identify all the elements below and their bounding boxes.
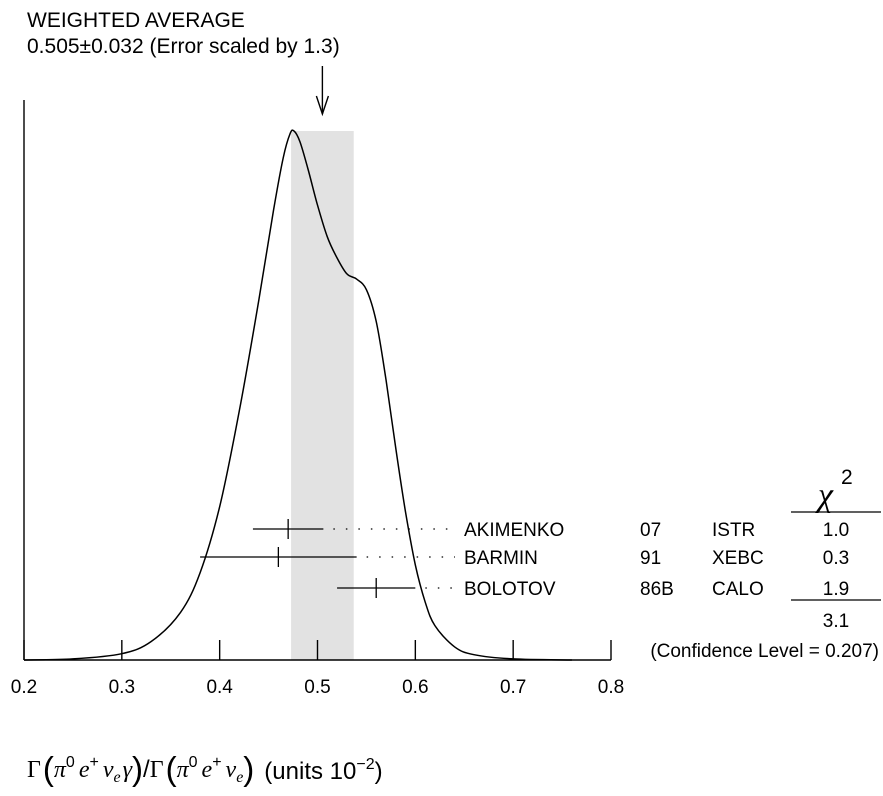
x-tick-label-3: 0.5 [304,677,330,698]
xlabel-units: (units 10 [264,758,356,785]
x-axis-tick-labels: 0.2 0.3 0.4 0.5 0.6 0.7 0.8 [11,677,624,698]
chi2-symbol: χ [815,477,834,514]
xlabel-close-paren-2: ) [243,750,254,787]
xlabel-zero-2: 0 [189,754,198,771]
chart-title: WEIGHTED AVERAGE [27,9,245,32]
xlabel-gamma-2: Γ [150,757,164,783]
xlabel-slash: / [143,756,150,783]
xlabel-plus-2: + [212,754,221,771]
arrow-head [315,95,330,117]
xlabel-nu-2: ν [226,757,237,783]
measurement-technique: ISTR [712,520,755,541]
measurement-chi2: 0.3 [823,548,849,569]
xlabel-nu-sub-1: e [113,769,120,786]
measurement-akimenko: AKIMENKO 07 ISTR 1.0 [252,519,849,541]
measurement-technique: CALO [712,579,764,600]
xlabel-plus-1: + [89,754,98,771]
x-tick-label-4: 0.6 [402,677,428,698]
measurement-chi2: 1.9 [823,579,849,600]
measurement-year: 91 [640,548,661,569]
xlabel-zero-1: 0 [66,754,75,771]
chart-subtitle: 0.505±0.032 (Error scaled by 1.3) [27,35,340,58]
xlabel-close-paren-1: ) [132,750,143,787]
chi2-exponent: 2 [841,466,853,489]
xlabel-nu-1: ν [103,757,114,783]
xlabel-e-2: e [202,757,213,783]
weighted-average-band [291,131,354,660]
confidence-level: (Confidence Level = 0.207) [650,641,879,662]
xlabel-e-1: e [79,757,90,783]
ideogram-curve [23,129,572,661]
xlabel-gamma-photon: γ [123,757,133,783]
chi2-header: χ [815,477,834,514]
measurement-year: 07 [640,520,661,541]
x-axis-ticks [23,640,612,660]
xlabel-open-paren-2: ( [166,750,177,787]
xlabel-gamma: Γ [27,757,41,783]
xlabel-pi-2: π [177,757,190,783]
xlabel-units-close: ) [375,758,383,785]
x-axis-label: Γ(π0 e+ νeγ)/Γ(π0 e+ νe) (units 10−2) [27,750,383,787]
x-tick-label-5: 0.7 [500,677,526,698]
xlabel-nu-sub-2: e [236,769,243,786]
xlabel-pi-1: π [54,757,67,783]
measurement-technique: XEBC [712,548,764,569]
x-tick-label-2: 0.4 [206,677,233,698]
x-tick-label-1: 0.3 [109,677,135,698]
x-tick-label-0: 0.2 [11,677,37,698]
measurement-barmin: BARMIN 91 XEBC 0.3 [200,547,849,569]
chi2-total: 3.1 [823,611,849,632]
x-tick-label-6: 0.8 [598,677,624,698]
measurement-author: BOLOTOV [464,579,556,600]
measurement-year: 86B [640,579,674,600]
measurement-chi2: 1.0 [823,520,849,541]
weighted-average-arrow [315,66,330,117]
measurement-author: BARMIN [464,548,538,569]
measurement-bolotov: BOLOTOV 86B CALO 1.9 [337,578,849,600]
xlabel-units-exp: −2 [356,756,374,773]
xlabel-open-paren: ( [43,750,54,787]
measurement-author: AKIMENKO [464,520,564,541]
measurements: AKIMENKO 07 ISTR 1.0 BARMIN 91 XEBC 0.3 BOLOTOV 8… [200,519,849,600]
